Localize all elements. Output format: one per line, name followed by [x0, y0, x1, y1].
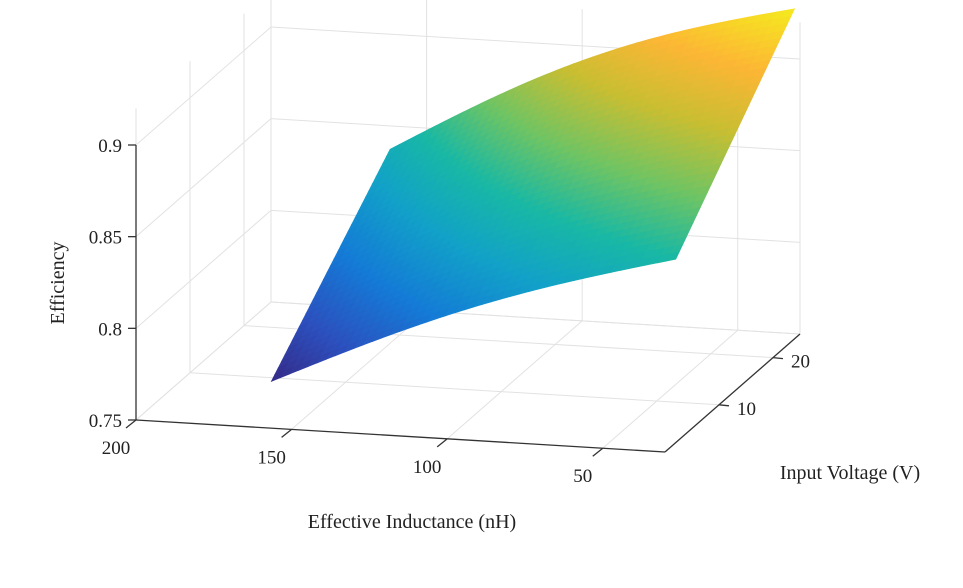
x-tick-label: 50	[573, 466, 592, 487]
y-tick-mark	[718, 404, 730, 407]
ticks-layer: 0.75 0.8 0.85 0.9 200 150 100 50 10 20	[89, 136, 810, 487]
x-tick-mark	[592, 447, 604, 457]
grid-line-left-wall-z	[135, 26, 272, 146]
x-tick-label: 150	[257, 447, 286, 468]
grid-line-floor-x	[446, 320, 583, 440]
z-tick-label: 0.75	[89, 411, 122, 432]
surface-patch	[666, 251, 680, 262]
y-tick-mark	[772, 356, 784, 360]
z-tick-label: 0.85	[89, 228, 122, 249]
y-tick-label: 20	[791, 352, 810, 373]
y-tick-label: 10	[737, 399, 756, 420]
x-tick-mark	[281, 428, 292, 438]
grid-line-floor-x	[291, 311, 427, 430]
x-tick-mark	[436, 438, 448, 448]
z-tick-label: 0.9	[98, 136, 122, 157]
x-axis-label: Effective Inductance (nH)	[308, 511, 516, 533]
z-tick-label: 0.8	[98, 319, 122, 340]
y-axis-line	[664, 333, 801, 453]
x-tick-label: 100	[413, 457, 442, 478]
y-axis-label: Input Voltage (V)	[780, 462, 920, 484]
grid-line-floor-y	[189, 372, 720, 406]
grid-line-left-wall-z	[135, 209, 272, 329]
surface-layer	[270, 8, 796, 382]
x-axis-line	[135, 419, 666, 453]
grid-line-floor-x	[602, 329, 739, 449]
x-tick-mark	[125, 419, 137, 429]
labels-layer: Effective Inductance (nH) Input Voltage …	[47, 242, 920, 533]
axes-layer	[135, 145, 801, 453]
grid-line-floor-x	[135, 301, 272, 421]
z-axis-label: Efficiency	[47, 242, 69, 325]
x-tick-label: 200	[102, 438, 131, 459]
grid-line-left-wall-z	[135, 118, 272, 238]
